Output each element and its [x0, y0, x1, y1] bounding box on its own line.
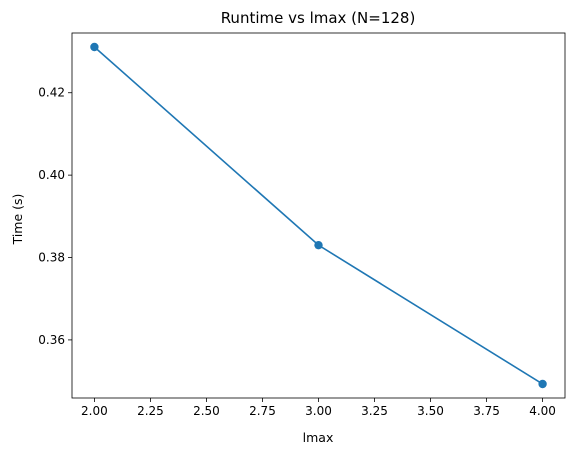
plot-frame	[71, 32, 566, 399]
x-tick-label: 3.75	[473, 404, 500, 418]
x-tick-label: 4.00	[529, 404, 556, 418]
x-tick-label: 2.25	[137, 404, 164, 418]
series-line	[93, 46, 544, 385]
plot-area	[90, 42, 547, 389]
y-axis-ticks: 0.36 0.38 0.40 0.42	[38, 86, 72, 347]
y-tick-label: 0.36	[38, 333, 65, 347]
y-tick-label: 0.40	[38, 168, 65, 182]
data-point	[314, 240, 323, 250]
x-axis-label: lmax	[303, 430, 334, 445]
x-tick-label: 2.00	[81, 404, 108, 418]
x-tick-label: 2.75	[249, 404, 276, 418]
x-axis-ticks: 2.00 2.25 2.50 2.75 3.00 3.25 3.50 3.75 4.00	[81, 398, 556, 418]
x-tick-label: 3.50	[417, 404, 444, 418]
data-point	[538, 379, 547, 389]
x-tick-label: 2.50	[193, 404, 220, 418]
chart-title: Runtime vs lmax (N=128)	[221, 9, 416, 27]
y-tick-label: 0.42	[38, 86, 65, 100]
x-tick-label: 3.25	[361, 404, 388, 418]
x-tick-label: 3.00	[305, 404, 332, 418]
y-tick-label: 0.38	[38, 251, 65, 265]
data-point	[90, 42, 99, 52]
y-axis-label: Time (s)	[10, 194, 25, 246]
